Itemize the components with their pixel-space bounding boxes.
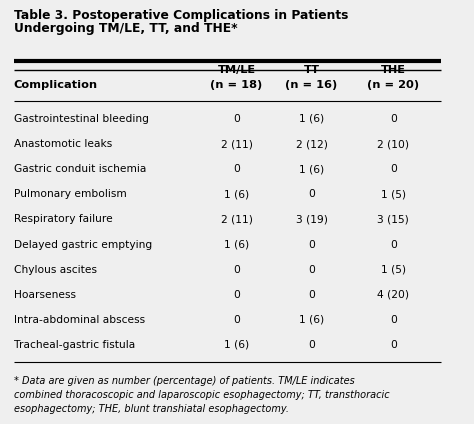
Text: 1 (6): 1 (6) <box>299 114 324 124</box>
Text: Table 3. Postoperative Complications in Patients: Table 3. Postoperative Complications in … <box>14 9 348 22</box>
Text: 0: 0 <box>233 290 240 300</box>
Text: 0: 0 <box>390 164 397 174</box>
Text: Pulmonary embolism: Pulmonary embolism <box>14 189 127 199</box>
Text: Anastomotic leaks: Anastomotic leaks <box>14 139 112 149</box>
Text: Undergoing TM/LE, TT, and THE*: Undergoing TM/LE, TT, and THE* <box>14 22 237 35</box>
Text: 0: 0 <box>233 265 240 275</box>
Text: 0: 0 <box>308 290 315 300</box>
Text: 1 (6): 1 (6) <box>224 189 249 199</box>
Text: Tracheal-gastric fistula: Tracheal-gastric fistula <box>14 340 135 350</box>
Text: 2 (12): 2 (12) <box>295 139 328 149</box>
Text: 1 (6): 1 (6) <box>224 340 249 350</box>
Text: Gastrointestinal bleeding: Gastrointestinal bleeding <box>14 114 149 124</box>
Text: 2 (11): 2 (11) <box>220 139 252 149</box>
Text: 0: 0 <box>308 240 315 249</box>
Text: Complication: Complication <box>14 80 98 90</box>
Text: 0: 0 <box>390 315 397 325</box>
Text: 0: 0 <box>233 164 240 174</box>
Text: 0: 0 <box>390 340 397 350</box>
Text: Delayed gastric emptying: Delayed gastric emptying <box>14 240 152 249</box>
Text: 1 (5): 1 (5) <box>381 265 406 275</box>
Text: 0: 0 <box>390 114 397 124</box>
Text: 0: 0 <box>390 240 397 249</box>
Text: 2 (11): 2 (11) <box>220 215 252 224</box>
Text: 0: 0 <box>308 189 315 199</box>
Text: Chylous ascites: Chylous ascites <box>14 265 97 275</box>
Text: (n = 16): (n = 16) <box>285 80 337 90</box>
Text: 0: 0 <box>233 114 240 124</box>
Text: 4 (20): 4 (20) <box>377 290 410 300</box>
Text: 1 (6): 1 (6) <box>299 164 324 174</box>
Text: 0: 0 <box>308 340 315 350</box>
Text: 1 (6): 1 (6) <box>224 240 249 249</box>
Text: Intra-abdominal abscess: Intra-abdominal abscess <box>14 315 145 325</box>
Text: TM/LE: TM/LE <box>218 65 255 75</box>
Text: 0: 0 <box>233 315 240 325</box>
Text: Respiratory failure: Respiratory failure <box>14 215 112 224</box>
Text: 1 (5): 1 (5) <box>381 189 406 199</box>
Text: (n = 20): (n = 20) <box>367 80 419 90</box>
Text: 1 (6): 1 (6) <box>299 315 324 325</box>
Text: Gastric conduit ischemia: Gastric conduit ischemia <box>14 164 146 174</box>
Text: THE: THE <box>381 65 406 75</box>
Text: 3 (19): 3 (19) <box>295 215 328 224</box>
Text: (n = 18): (n = 18) <box>210 80 263 90</box>
Text: * Data are given as number (percentage) of patients. TM/LE indicates
combined th: * Data are given as number (percentage) … <box>14 377 389 414</box>
Text: 3 (15): 3 (15) <box>377 215 409 224</box>
Text: Hoarseness: Hoarseness <box>14 290 76 300</box>
Text: 2 (10): 2 (10) <box>377 139 410 149</box>
Text: 0: 0 <box>308 265 315 275</box>
Text: TT: TT <box>303 65 319 75</box>
